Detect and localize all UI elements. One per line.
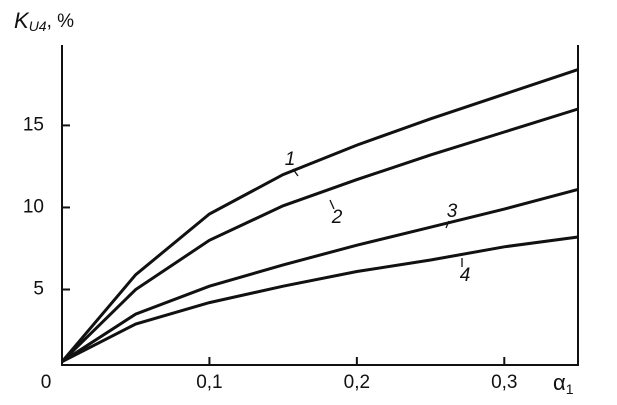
curve-label-leader — [329, 199, 335, 210]
curve — [60, 107, 579, 363]
x-tick-label: 0,3 — [491, 372, 517, 393]
x-tick-label: 0,2 — [344, 372, 370, 393]
plot-frame — [61, 45, 579, 366]
y-label-symbol: K — [14, 8, 30, 33]
x-tick-label: 0,1 — [196, 372, 222, 393]
curve — [60, 68, 579, 363]
y-axis-label: KU4, % — [14, 8, 74, 34]
curve-label: 1 — [285, 149, 296, 170]
y-tick-label: 5 — [33, 279, 44, 300]
curve-label: 3 — [447, 201, 458, 222]
y-label-unit: , % — [47, 11, 75, 32]
x-label-symbol: α — [553, 370, 566, 395]
curve-label: 4 — [460, 265, 471, 286]
curve-label: 2 — [331, 207, 343, 228]
curve-label-leader — [445, 220, 450, 229]
y-tick-label: 10 — [23, 196, 44, 217]
y-tick-label: 15 — [23, 114, 44, 135]
curve — [61, 187, 579, 363]
x-axis-label: α1 — [553, 370, 574, 397]
y-label-sub: U4 — [29, 18, 47, 34]
curve-label-leader — [292, 168, 299, 177]
x-tick-label: 0 — [41, 372, 52, 393]
curve — [61, 235, 579, 364]
x-label-sub: 1 — [566, 381, 574, 397]
